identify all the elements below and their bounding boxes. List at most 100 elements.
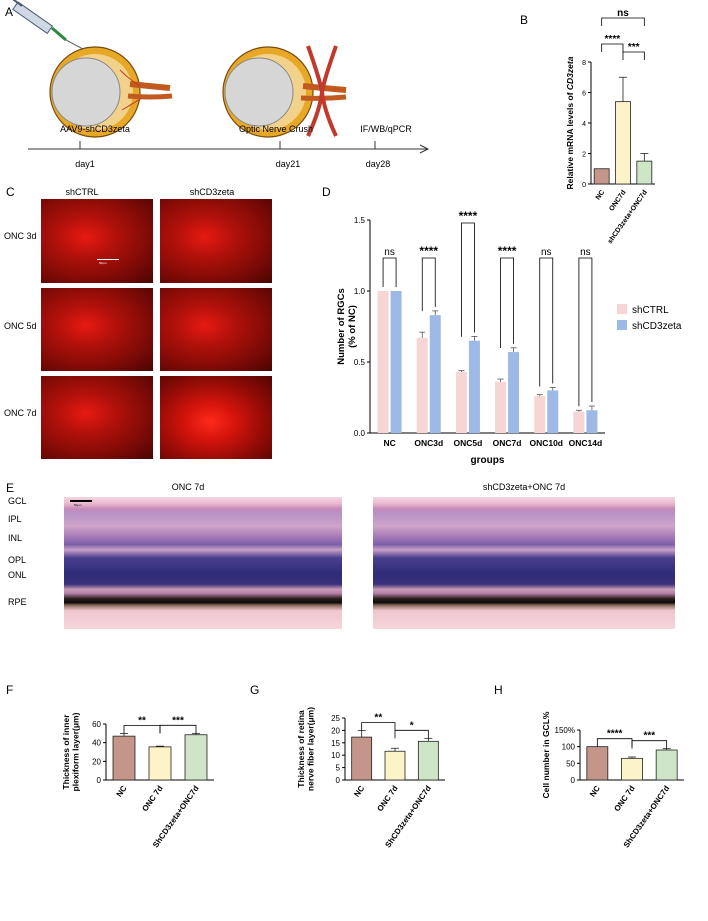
y-axis-label: Cell number in GCL% xyxy=(541,711,551,798)
micrograph-shcd3zeta-onc5d xyxy=(159,287,273,372)
significance-bracket xyxy=(382,257,397,287)
y-tick-label: 150% xyxy=(555,726,575,735)
significance-label: **** xyxy=(607,729,623,740)
significance-bracket xyxy=(596,738,633,747)
y-axis-label: Thickness of innerplexiform layer(μm) xyxy=(61,712,80,791)
layer-label-inl: INL xyxy=(8,533,22,543)
panel-letter-e: E xyxy=(6,481,14,495)
significance-label: * xyxy=(410,720,414,731)
significance-label: ns xyxy=(617,8,629,19)
layer-label-onl: ONL xyxy=(8,570,27,580)
significance-label: ns xyxy=(541,247,552,258)
bar xyxy=(184,734,208,781)
scale-bar xyxy=(70,500,92,502)
significance-label: ns xyxy=(384,247,395,258)
micrograph-row-onc3d: ONC 3d xyxy=(4,231,37,241)
x-tick-label: ONC7d xyxy=(493,438,522,448)
he-image-onc7d: 50μm xyxy=(64,497,342,629)
layer-label-gcl: GCL xyxy=(8,496,27,506)
bar-shcd3zeta xyxy=(468,340,480,433)
micrograph-shctrl-onc5d xyxy=(40,287,154,372)
legend-label-shctrl: shCTRL xyxy=(632,305,669,316)
significance-label: *** xyxy=(172,715,184,726)
eyeball-icon-1 xyxy=(49,46,173,138)
bar-shcd3zeta xyxy=(547,390,559,433)
y-axis-label: Thickness of retinanerve fiber layer(μm) xyxy=(296,707,315,791)
he-image-shcd3zeta-onc7d xyxy=(373,497,675,629)
bar xyxy=(351,736,373,781)
y-tick-label: 50 xyxy=(566,759,575,768)
scale-bar xyxy=(97,259,119,260)
y-axis-label: Relative mRNA levels of CD3zeta xyxy=(565,56,575,189)
assay-label: IF/WB/qPCR xyxy=(360,124,412,134)
y-tick-label: 0 xyxy=(336,776,341,785)
x-tick-label: ONC 7d xyxy=(140,784,164,813)
micrograph-shctrl-onc3d: 50μm xyxy=(40,198,154,284)
eyeball-icon-2 xyxy=(222,46,347,138)
x-tick-label: ONC 7d xyxy=(375,784,399,813)
y-tick-label: 8 xyxy=(582,60,586,67)
bar-shctrl xyxy=(455,371,467,433)
bar-shctrl xyxy=(377,291,389,433)
x-tick-label: ONC7d xyxy=(608,189,627,212)
onc-label: Optic Nerve Crush xyxy=(239,124,313,134)
significance-bracket xyxy=(421,257,436,312)
y-tick-label: 4 xyxy=(582,121,586,128)
x-tick-label: ONC3d xyxy=(414,438,443,448)
bar-shctrl xyxy=(534,396,546,433)
y-tick-label: 5 xyxy=(336,764,341,773)
y-tick-label: 20 xyxy=(331,726,340,735)
panel-letter-b: B xyxy=(520,13,528,27)
x-axis-label: groups xyxy=(471,455,505,466)
bar-shcd3zeta xyxy=(390,291,402,433)
y-tick-label: 0.0 xyxy=(354,429,366,438)
bar-shctrl xyxy=(495,381,507,433)
x-tick-label: ONC5d xyxy=(454,438,483,448)
significance-bracket xyxy=(539,257,554,387)
y-tick-label: 0.5 xyxy=(354,358,366,367)
y-tick-label: 25 xyxy=(331,714,340,723)
bar-shcd3zeta xyxy=(508,352,520,433)
bar xyxy=(112,735,136,781)
y-tick-label: 6 xyxy=(582,91,586,98)
panel-letter-d: D xyxy=(322,185,331,199)
bar-shcd3zeta xyxy=(429,315,441,433)
significance-bracket xyxy=(394,729,429,739)
x-tick-label: NC xyxy=(383,438,395,448)
legend-swatch-shctrl xyxy=(617,304,627,314)
micrograph-col-shcd3zeta: shCD3zeta xyxy=(190,187,235,197)
y-tick-label: 15 xyxy=(331,739,340,748)
y-tick-label: 20 xyxy=(92,757,101,766)
x-tick-label: NC xyxy=(595,189,607,201)
timeline: day1 day21 day28 xyxy=(28,141,430,169)
panel-letter-h: H xyxy=(494,683,503,697)
significance-bracket xyxy=(123,725,161,734)
y-tick-label: 1.0 xyxy=(354,287,366,296)
significance-label: ** xyxy=(374,713,382,724)
timeline-day1: day1 xyxy=(75,159,95,169)
y-tick-label: 40 xyxy=(92,739,101,748)
significance-label: *** xyxy=(643,731,655,742)
significance-label: ns xyxy=(580,247,591,258)
bar xyxy=(586,746,609,781)
panel-letter-f: F xyxy=(6,683,13,697)
bar xyxy=(148,746,172,781)
significance-bracket xyxy=(500,257,514,349)
scale-bar-text: 50μm xyxy=(74,503,82,507)
layer-label-opl: OPL xyxy=(8,555,26,565)
legend-swatch-shcd3zeta xyxy=(617,320,627,330)
x-tick-label: shCD3zeta+ONC7d xyxy=(607,189,649,245)
bar xyxy=(615,101,631,185)
significance-label: ** xyxy=(138,716,146,727)
significance-bracket xyxy=(601,17,645,26)
bar xyxy=(593,168,610,185)
micrograph-col-shctrl: shCTRL xyxy=(65,187,98,197)
bar-shctrl xyxy=(573,411,585,433)
significance-label: **** xyxy=(498,244,517,258)
forceps-icon xyxy=(306,45,338,137)
